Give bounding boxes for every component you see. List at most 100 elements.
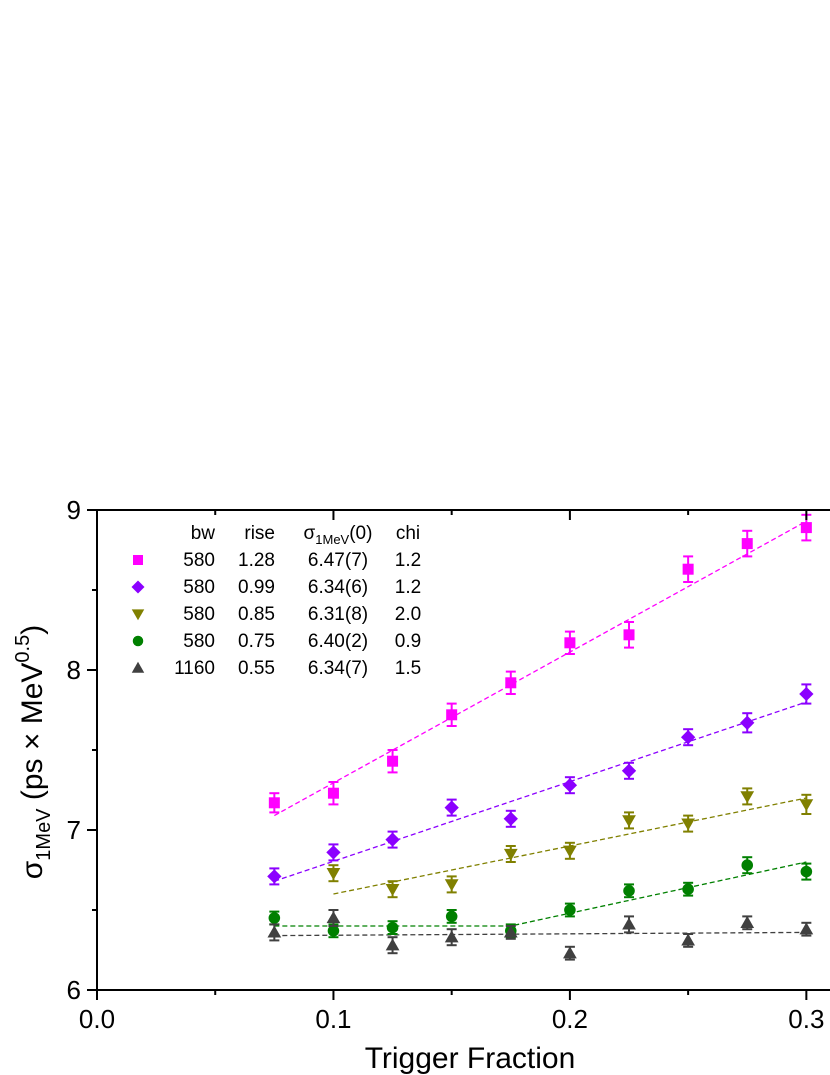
marker	[444, 800, 459, 815]
marker	[326, 868, 341, 881]
data-point-series-3	[444, 875, 459, 894]
fit-line-series-5	[274, 931, 807, 937]
marker	[327, 925, 340, 937]
marker	[387, 755, 399, 767]
legend-header-chi: chi	[396, 523, 420, 544]
marker	[740, 715, 755, 730]
data-point-series-1	[505, 670, 517, 695]
legend-entry-series-2: 580 0.99 6.34(6) 1.2	[131, 577, 421, 598]
legend-chi: 2.0	[395, 604, 421, 625]
marker	[621, 763, 637, 778]
x-tick-label: 0.0	[79, 1004, 115, 1034]
data-point-series-1	[741, 529, 753, 558]
data-point-series-1	[564, 630, 576, 655]
x-tick-label: 0.3	[788, 1004, 824, 1034]
fit-line-series-2	[274, 701, 807, 882]
legend-bw: 580	[183, 604, 215, 625]
legend-sigma: 6.34(7)	[308, 658, 368, 679]
data-point-series-3	[740, 787, 755, 806]
data-point-series-5	[444, 928, 459, 947]
x-axis-title: Trigger Fraction	[365, 1042, 576, 1075]
data-point-series-2	[562, 776, 578, 795]
marker	[326, 845, 341, 860]
legend-entry-series-4: 580 0.75 6.40(2) 0.9	[132, 631, 421, 652]
legend-sigma: 6.40(2)	[308, 631, 368, 652]
marker	[741, 538, 753, 550]
legend-chi: 1.5	[395, 658, 421, 679]
x-tick-label: 0.2	[552, 1004, 588, 1034]
legend-header-rise: rise	[244, 523, 275, 544]
marker	[682, 563, 694, 575]
marker	[505, 677, 517, 689]
legend-bw: 1160	[174, 658, 215, 679]
legend-rise: 0.99	[238, 577, 275, 598]
y-tick-label: 9	[67, 495, 81, 525]
data-point-series-1	[268, 792, 280, 814]
legend-sigma: 6.34(6)	[308, 577, 368, 598]
marker	[564, 904, 576, 916]
legend-chi: 1.2	[395, 577, 421, 598]
marker	[445, 910, 458, 923]
data-point-series-4	[386, 920, 399, 935]
marker	[680, 730, 696, 745]
legend-entry-series-1: 580 1.28 6.47(7) 1.2	[133, 550, 421, 571]
marker	[622, 815, 636, 828]
marker	[503, 925, 518, 938]
data-point-series-2	[740, 712, 755, 734]
marker	[741, 859, 754, 871]
marker	[740, 791, 755, 804]
axes: 0.0 0.1 0.2 0.3 6 7 8 9	[67, 495, 830, 1034]
data-point-series-3	[622, 811, 636, 830]
marker	[681, 933, 696, 946]
data-point-series-4	[623, 883, 635, 899]
legend-bw: 580	[183, 550, 215, 571]
data-point-series-4	[327, 923, 340, 939]
legend-rise: 0.85	[238, 604, 275, 625]
legend-bw: 580	[183, 577, 215, 598]
y-axis-title: σ1MeV (ps × MeV0.5)	[12, 625, 55, 879]
marker	[503, 848, 518, 861]
marker	[444, 930, 459, 943]
data-point-series-2	[326, 843, 341, 862]
data-point-series-5	[563, 945, 577, 961]
data-points	[267, 513, 814, 961]
legend-rise: 0.55	[238, 658, 275, 679]
data-point-series-1	[327, 781, 339, 806]
data-point-series-5	[799, 921, 814, 937]
legend-header-sigma: σ1MeV(0)	[304, 523, 373, 547]
data-point-series-2	[621, 761, 637, 780]
data-point-series-4	[564, 902, 576, 918]
marker	[682, 883, 694, 895]
data-point-series-3	[503, 845, 518, 863]
x-tick-label: 0.1	[315, 1004, 351, 1034]
legend: bw rise σ1MeV(0) chi 580 1.28 6.47(7) 1.2 580 0.9…	[131, 523, 421, 679]
data-point-series-5	[740, 915, 755, 931]
marker	[562, 778, 578, 793]
marker	[267, 869, 282, 884]
data-point-series-3	[563, 841, 577, 860]
legend-marker	[131, 580, 145, 594]
marker	[268, 797, 280, 809]
data-point-series-3	[385, 880, 400, 899]
legend-sigma: 6.31(8)	[308, 604, 368, 625]
marker	[800, 865, 813, 878]
legend-entry-series-3: 580 0.85 6.31(8) 2.0	[131, 604, 421, 625]
marker	[385, 884, 400, 897]
data-point-series-4	[741, 856, 754, 875]
data-point-series-4	[682, 881, 694, 897]
marker	[386, 921, 399, 934]
data-point-series-5	[326, 909, 341, 927]
data-point-series-5	[267, 923, 282, 942]
data-point-series-1	[682, 555, 694, 583]
marker	[623, 885, 635, 897]
marker	[800, 522, 812, 534]
y-tick-label: 8	[67, 655, 81, 685]
y-tick-label: 6	[67, 975, 81, 1005]
marker	[563, 845, 577, 858]
legend-marker	[131, 609, 145, 621]
marker	[444, 879, 459, 892]
marker	[268, 912, 281, 924]
marker	[799, 922, 814, 935]
data-point-series-2	[503, 809, 518, 828]
legend-rise: 0.75	[238, 631, 275, 652]
